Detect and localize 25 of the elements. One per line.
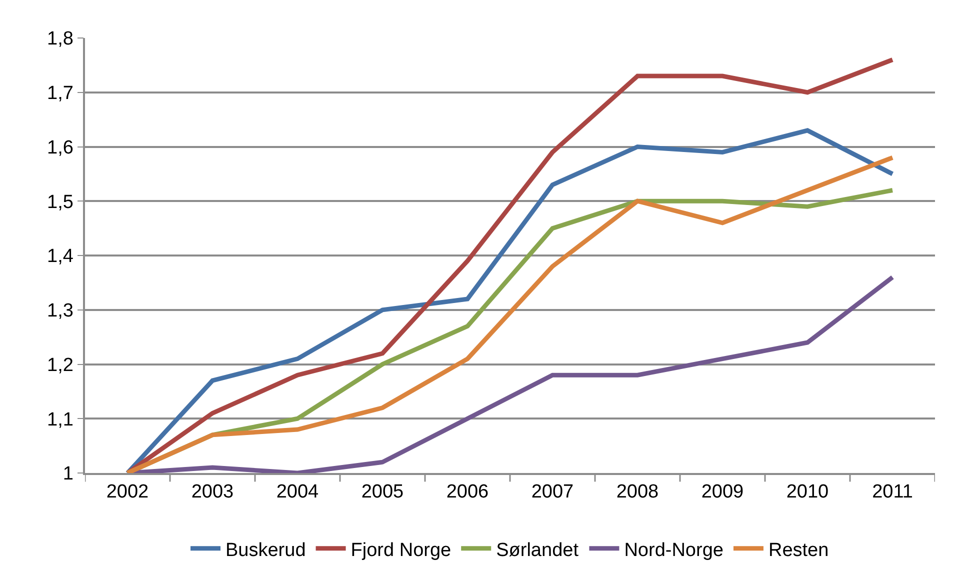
y-tick-label: 1,5 <box>47 192 74 213</box>
y-tick-label: 1,1 <box>47 409 74 430</box>
legend-label: Buskerud <box>226 540 306 561</box>
x-tick-label: 2009 <box>701 482 744 503</box>
legend-label: Resten <box>768 540 829 561</box>
legend-label: Nord-Norge <box>624 540 724 561</box>
x-tick-label: 2007 <box>531 482 574 503</box>
x-tick-label: 2002 <box>106 482 149 503</box>
x-tick-label: 2004 <box>276 482 320 503</box>
legend-label: Fjord Norge <box>350 540 452 561</box>
x-tick-label: 2005 <box>361 482 404 503</box>
y-tick-label: 1,4 <box>47 246 74 268</box>
x-tick-label: 2011 <box>872 482 913 503</box>
y-tick-label: 1,7 <box>47 83 74 104</box>
x-tick-label: 2010 <box>786 482 829 503</box>
line-series <box>125 58 895 473</box>
y-tick-label: 1,6 <box>47 137 74 158</box>
legend-label: Sørlandet <box>496 540 580 561</box>
y-tick-label: 1 <box>62 464 74 485</box>
y-tick-label: 1,3 <box>47 300 74 322</box>
x-tick-label: 2008 <box>616 482 659 503</box>
x-tick-label: 2003 <box>191 482 234 503</box>
x-tick-label: 2006 <box>446 482 489 503</box>
y-tick-label: 1,2 <box>47 354 74 376</box>
y-tick-label: 1,8 <box>47 28 74 50</box>
